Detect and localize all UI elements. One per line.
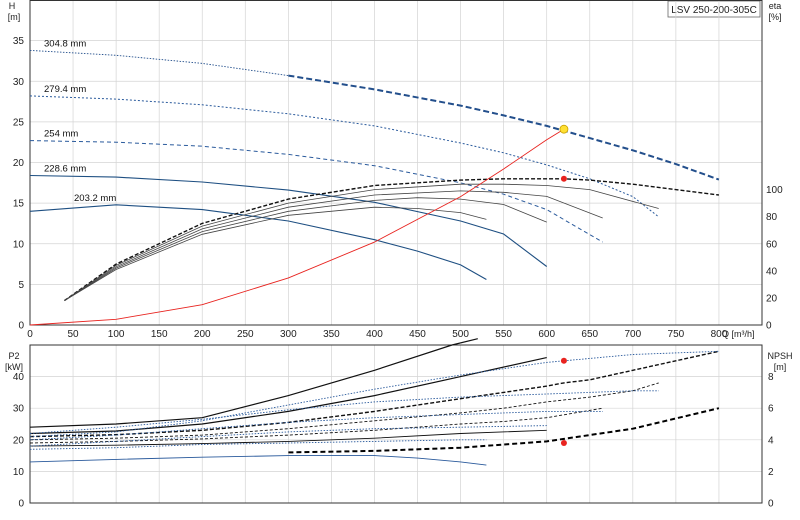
efficiency-curve (64, 206, 487, 301)
head-tick-label: 25 (13, 117, 25, 128)
x-tick-label: 0 (27, 329, 33, 340)
lower-grid (29, 344, 763, 504)
x-tick-label: 800 (711, 329, 728, 340)
eta-axis-label: eta (769, 1, 782, 11)
head-tick-label: 5 (18, 280, 24, 291)
power-axis-unit: [kW] (5, 362, 23, 372)
head-tick-label: 15 (13, 199, 25, 210)
lower-frame (29, 344, 763, 504)
diameter-label: 254 mm (44, 129, 78, 140)
npsh-tick-label: 0 (768, 499, 774, 510)
power-axis-label: P2 (8, 351, 19, 361)
head-tick-label: 35 (13, 36, 25, 47)
head-curve (29, 95, 660, 218)
x-tick-label: 50 (67, 329, 79, 340)
lower-curves (29, 338, 720, 466)
npsh-curve (29, 439, 487, 450)
npsh-tick-label: 4 (768, 435, 774, 446)
efficiency-point (560, 175, 567, 182)
power-curve (29, 455, 487, 466)
head-axis-label: H (9, 1, 16, 11)
power-curve (29, 338, 478, 428)
head-curve (29, 204, 487, 280)
x-tick-label: 450 (409, 329, 426, 340)
power-tick-label: 0 (18, 499, 24, 510)
x-tick-label: 600 (538, 329, 555, 340)
power-curve (29, 357, 547, 435)
npsh-curve (29, 425, 547, 447)
npsh-point (560, 439, 567, 446)
operating-points (559, 124, 569, 446)
efficiency-curve (64, 190, 603, 301)
npsh-tick-label: 8 (768, 372, 774, 383)
power-tick-label: 10 (13, 467, 25, 478)
efficiency-curve (64, 197, 547, 301)
head-axis-unit: [m] (8, 12, 21, 22)
x-tick-label: 750 (668, 329, 685, 340)
x-tick-label: 200 (194, 329, 211, 340)
eta-tick-label: 0 (766, 321, 772, 332)
x-tick-label: 500 (452, 329, 469, 340)
head-curve (29, 49, 289, 77)
npsh-tick-label: 6 (768, 404, 774, 415)
head-curve (29, 140, 603, 243)
upper-grid (29, 0, 763, 326)
head-tick-label: 30 (13, 77, 25, 88)
efficiency-curve (64, 183, 659, 301)
power-point (560, 357, 567, 364)
power-curve (29, 429, 547, 447)
npsh-curve (288, 407, 720, 454)
duty-point (559, 124, 569, 134)
model-label: LSV 250-200-305C (671, 5, 757, 16)
diameter-label: 203.2 mm (74, 193, 116, 204)
diameter-label: 279.4 mm (44, 84, 86, 95)
x-tick-label: 350 (323, 329, 340, 340)
x-tick-label: 700 (624, 329, 641, 340)
power-tick-label: 30 (13, 404, 25, 415)
x-tick-label: 150 (151, 329, 168, 340)
eta-tick-label: 100 (766, 185, 783, 196)
flow-axis-label: Q [m³/h] (722, 329, 755, 339)
npsh-axis-label: NPSH (767, 351, 792, 361)
npsh-axis-unit: [m] (774, 362, 787, 372)
npsh-curve (29, 390, 659, 434)
npsh-tick-label: 2 (768, 467, 774, 478)
npsh-curve (29, 350, 719, 438)
power-curve (29, 350, 720, 438)
upper-curves: 304.8 mm 279.4 mm 254 mm 228.6 mm 203.2 mm (29, 38, 720, 326)
diameter-label: 228.6 mm (44, 164, 86, 175)
diameter-label: 304.8 mm (44, 38, 86, 49)
head-curve-operating (288, 74, 720, 181)
x-tick-label: 250 (237, 329, 254, 340)
power-curve (29, 382, 659, 441)
eta-tick-label: 20 (766, 293, 778, 304)
head-tick-label: 0 (18, 321, 24, 332)
eta-axis-unit: [%] (768, 12, 781, 22)
eta-tick-label: 80 (766, 212, 778, 223)
power-tick-label: 20 (13, 435, 25, 446)
system-curve (29, 128, 565, 326)
tick-labels: 0 50 100 150 200 250 300 350 400 450 500 550 600 650 7… (13, 36, 783, 509)
x-tick-label: 550 (495, 329, 512, 340)
x-tick-label: 400 (366, 329, 383, 340)
head-tick-label: 10 (13, 239, 25, 250)
head-tick-label: 20 (13, 158, 25, 169)
eta-tick-label: 40 (766, 266, 778, 277)
x-tick-label: 300 (280, 329, 297, 340)
eta-tick-label: 60 (766, 239, 778, 250)
power-tick-label: 40 (13, 372, 25, 383)
upper-frame (29, 0, 763, 326)
x-tick-label: 100 (108, 329, 125, 340)
x-tick-label: 650 (581, 329, 598, 340)
efficiency-curve (63, 178, 719, 302)
